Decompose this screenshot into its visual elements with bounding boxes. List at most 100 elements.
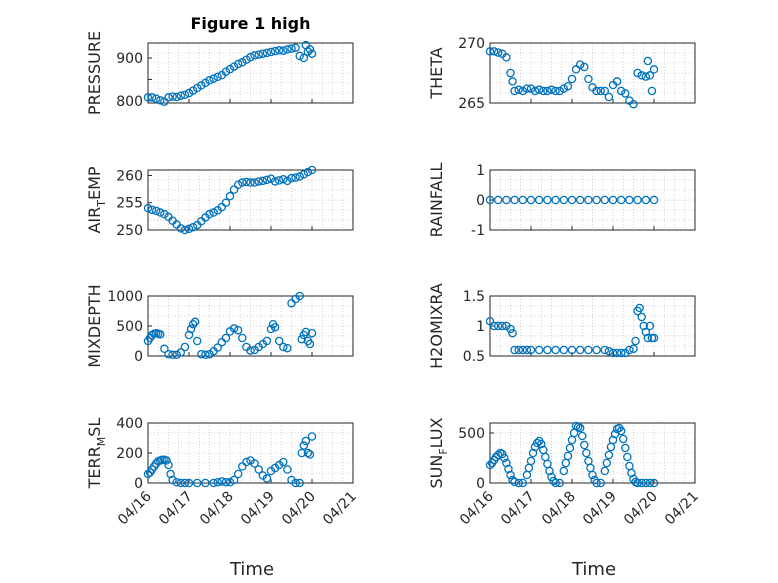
terr-msl-point [209,478,218,488]
theta-point [592,86,601,96]
sun-flux-point [637,478,646,488]
h2omixra-point [489,321,499,331]
terr-msl-point [201,478,210,488]
pressure-point [164,93,173,102]
mixdepth-point [305,339,315,349]
sun-flux-point [541,452,550,462]
rainfall-point [625,195,634,205]
sun-flux-point [514,478,523,488]
air-temp-point [262,175,272,185]
rainfall-point [649,195,659,205]
theta-point [534,85,544,95]
pressure-point [279,46,288,55]
x-tick-label: 04/16 [457,488,497,528]
sun-flux-point [547,472,556,482]
theta-point [530,86,540,96]
sun-flux-point [592,478,601,488]
theta-point [596,86,605,96]
y-tick-label: 255 [116,196,143,212]
h2omixra-point [493,321,503,331]
h2omixra-point [600,345,610,355]
x-axis-label-right: Time [571,559,616,580]
terr-msl-point [303,448,313,458]
pressure-point [303,47,313,56]
sun-flux-point [522,470,532,480]
y-tick-label: 0 [134,476,143,492]
terr-msl-point [242,457,251,467]
mixdepth-point [156,330,165,339]
x-tick-label: 04/21 [662,489,702,529]
theta-axes-box [489,42,696,104]
y-tick-label: 1.5 [463,289,485,305]
theta-point [616,86,626,96]
sun-flux-point [645,478,655,488]
h2omixra-point [635,303,644,313]
air-temp-point [242,177,251,187]
h2omixra-y-label: H2OMIXRA [427,283,446,369]
mixdepth-point [190,317,200,327]
theta-point [506,68,515,78]
sun-flux-point [575,423,585,433]
sun-flux-point [616,426,626,436]
terr-msl-point [162,456,171,465]
theta-point [584,74,593,84]
theta-point [559,84,569,93]
y-tick-label: 250 [116,223,143,239]
theta-point [649,65,659,74]
theta-point [621,89,630,98]
air-temp-point [274,176,284,185]
h2omixra-point [510,345,519,355]
sun-flux-point [580,440,589,450]
h2omixra-point [514,345,523,355]
terr-msl-point [305,450,315,459]
theta-point [633,68,642,78]
y-tick-label: 0 [476,476,485,492]
terr-msl-point [307,432,317,441]
h2omixra-point [629,344,638,354]
rainfall-point [616,195,626,205]
mixdepth-point [217,337,227,347]
terr-msl-point [291,478,300,488]
pressure-point [270,46,280,56]
mixdepth-point [160,344,169,354]
air-temp-point [147,205,157,215]
rainfall-point [502,195,511,205]
theta-y-label: THETA [427,47,446,99]
y-tick-label: 0.5 [463,349,485,365]
sun-flux-point [559,466,569,476]
x-tick-label: 04/21 [320,489,360,529]
mixdepth-point [238,333,247,343]
y-tick-label: 0 [476,193,485,209]
h2omixra-point [498,321,507,331]
mixdepth-point [192,336,202,346]
theta-point [563,81,573,91]
theta-point [489,47,499,56]
sun-flux-point [584,456,593,466]
air-temp-point [151,206,161,216]
h2omixra-point [485,316,495,326]
y-tick-label: 400 [116,416,143,432]
air-temp-point [156,208,165,217]
pressure-point [168,92,177,101]
terr-msl-point [229,475,239,485]
y-tick-label: 500 [116,319,143,335]
pressure-point [160,97,169,106]
theta-point [493,48,503,57]
theta-point [580,62,589,72]
h2omixra-point [625,345,634,355]
pressure-point [295,51,304,61]
air-temp-point [246,178,255,187]
pressure-point [213,72,222,82]
h2omixra-point [522,345,532,355]
rainfall-point [485,195,495,205]
sun-flux-point [485,460,495,470]
terr-msl-point [213,477,222,487]
pressure-point [287,44,296,53]
air-temp-point [184,224,194,234]
terr-msl-y-label: TERRMSL [85,418,108,490]
x-tick-label: 04/19 [238,489,278,529]
pressure-point [283,45,292,54]
air-temp-point [254,177,263,186]
air-temp-point [270,177,280,186]
